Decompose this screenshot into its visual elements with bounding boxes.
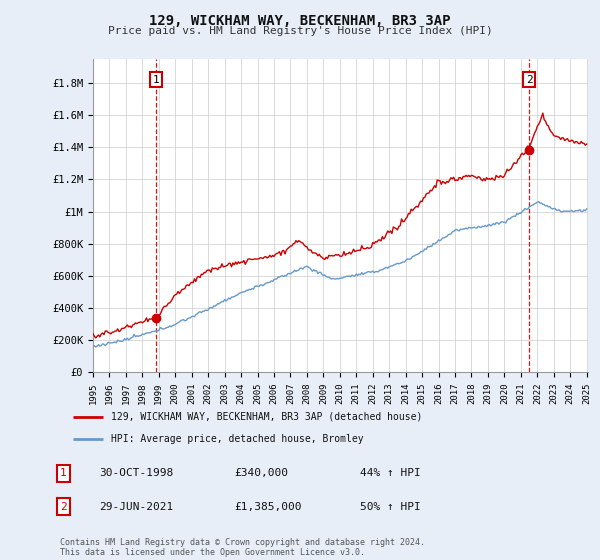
Text: 2: 2	[526, 74, 532, 85]
Text: HPI: Average price, detached house, Bromley: HPI: Average price, detached house, Brom…	[111, 434, 364, 444]
Text: Price paid vs. HM Land Registry's House Price Index (HPI): Price paid vs. HM Land Registry's House …	[107, 26, 493, 36]
Text: 30-OCT-1998: 30-OCT-1998	[99, 468, 173, 478]
Text: £1,385,000: £1,385,000	[234, 502, 302, 512]
Text: 50% ↑ HPI: 50% ↑ HPI	[360, 502, 421, 512]
Text: 44% ↑ HPI: 44% ↑ HPI	[360, 468, 421, 478]
Text: 129, WICKHAM WAY, BECKENHAM, BR3 3AP (detached house): 129, WICKHAM WAY, BECKENHAM, BR3 3AP (de…	[111, 412, 422, 422]
Text: 29-JUN-2021: 29-JUN-2021	[99, 502, 173, 512]
Text: 2: 2	[60, 502, 67, 512]
Text: £340,000: £340,000	[234, 468, 288, 478]
Text: 129, WICKHAM WAY, BECKENHAM, BR3 3AP: 129, WICKHAM WAY, BECKENHAM, BR3 3AP	[149, 14, 451, 28]
Text: Contains HM Land Registry data © Crown copyright and database right 2024.
This d: Contains HM Land Registry data © Crown c…	[60, 538, 425, 557]
Text: 1: 1	[60, 468, 67, 478]
Text: 1: 1	[152, 74, 160, 85]
